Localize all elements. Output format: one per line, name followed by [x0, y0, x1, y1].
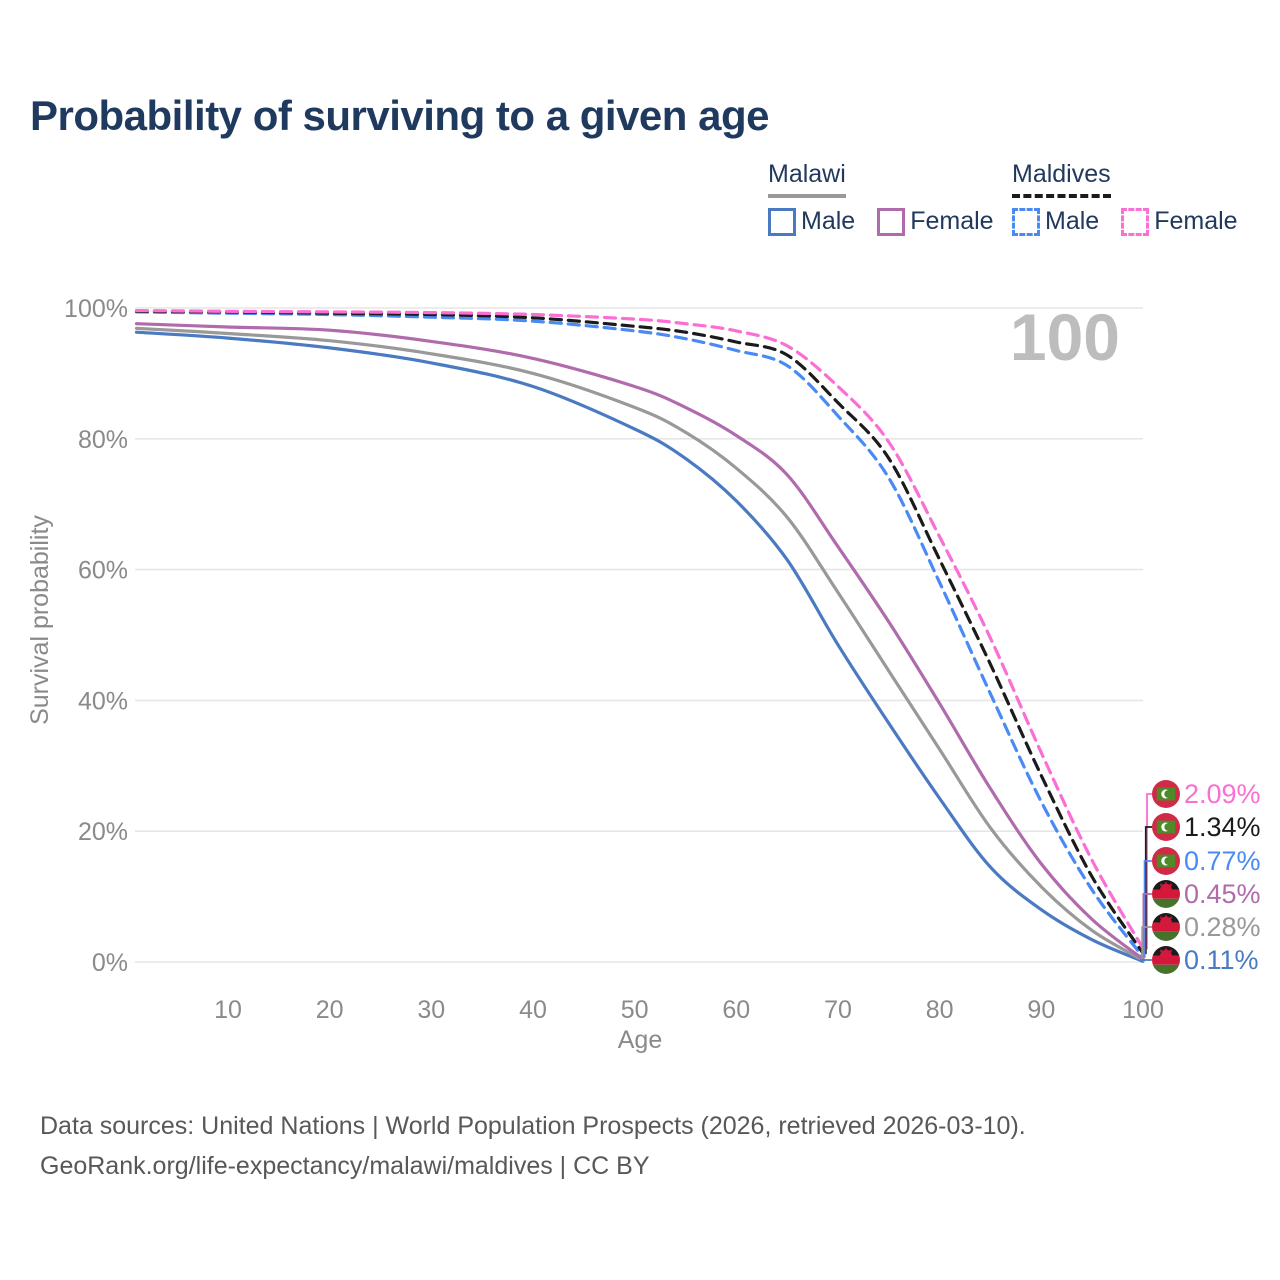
maldives-female-swatch-icon: [1121, 207, 1150, 236]
legend-item-maldives-female[interactable]: Female: [1121, 207, 1238, 236]
footer-data-sources: Data sources: United Nations | World Pop…: [40, 1112, 1026, 1140]
legend-item-label: Male: [1045, 207, 1100, 235]
malawi-male-swatch-icon: [768, 207, 796, 236]
y-tick-label: 100%: [64, 295, 128, 323]
x-tick-label: 60: [722, 996, 750, 1024]
legend: Malawi Male Female Maldives Male: [0, 160, 1280, 250]
malawi-female-swatch-icon: [877, 207, 906, 236]
y-tick-label: 40%: [78, 687, 128, 715]
end-label-malawi-female: 0.45%: [1142, 879, 1261, 960]
maldives-flag-icon: [1152, 847, 1180, 875]
legend-group-maldives: Maldives Male Female: [1012, 160, 1238, 236]
curve-malawi-female: [134, 322, 1145, 961]
y-tick-label: 0%: [92, 949, 128, 977]
legend-title-malawi[interactable]: Malawi: [768, 160, 846, 198]
maldives-flag-icon: [1152, 813, 1180, 841]
x-tick-label: 20: [316, 996, 344, 1024]
footer: Data sources: United Nations | World Pop…: [40, 1106, 1026, 1186]
y-tick-label: 60%: [78, 557, 128, 585]
x-tick-label: 10: [214, 996, 242, 1024]
legend-item-malawi-male[interactable]: Male: [768, 207, 855, 236]
x-tick-label: 90: [1027, 996, 1055, 1024]
curve-malawi-male: [134, 330, 1145, 963]
y-tick-label: 20%: [78, 818, 128, 846]
malawi-flag-icon: [1152, 913, 1180, 941]
end-label-malawi-both-sexes: 0.28%: [1141, 912, 1261, 962]
x-tick-label: 50: [621, 996, 649, 1024]
legend-item-maldives-male[interactable]: Male: [1012, 207, 1099, 236]
end-label-value: 0.28%: [1184, 912, 1261, 942]
curve-maldives-both-sexes: [134, 309, 1145, 955]
legend-item-label: Female: [1154, 207, 1238, 235]
end-label-maldives-male: 0.77%: [1143, 846, 1261, 958]
page-title: Probability of surviving to a given age: [30, 92, 769, 139]
x-tick-label: 30: [417, 996, 445, 1024]
end-label-value: 0.77%: [1184, 846, 1261, 876]
legend-item-label: Male: [801, 207, 856, 235]
curve-maldives-male: [134, 310, 1145, 959]
end-label-malawi-male: 0.11%: [1140, 945, 1259, 975]
end-label-value: 0.45%: [1184, 879, 1261, 909]
y-axis-title: Survival probability: [26, 515, 54, 725]
legend-items-malawi: Male Female: [768, 207, 994, 236]
age-counter-watermark: 100: [1010, 300, 1120, 374]
x-tick-label: 80: [926, 996, 954, 1024]
curve-maldives-female: [134, 309, 1145, 950]
legend-item-malawi-female[interactable]: Female: [877, 207, 994, 236]
end-label-maldives-female: 2.09%: [1143, 779, 1261, 950]
footer-attribution: GeoRank.org/life-expectancy/malawi/maldi…: [40, 1152, 650, 1180]
legend-group-malawi: Malawi Male Female: [768, 160, 994, 236]
end-label-value: 1.34%: [1184, 812, 1261, 842]
x-tick-label: 70: [824, 996, 852, 1024]
legend-item-label: Female: [910, 207, 994, 235]
legend-items-maldives: Male Female: [1012, 207, 1238, 236]
y-tick-label: 80%: [78, 426, 128, 454]
legend-title-maldives[interactable]: Maldives: [1012, 160, 1111, 198]
curve-layer: [134, 309, 1145, 963]
x-tick-label: 100: [1122, 996, 1164, 1024]
maldives-flag-icon: [1152, 780, 1180, 808]
end-label-value: 2.09%: [1184, 779, 1261, 809]
malawi-flag-icon: [1152, 880, 1180, 908]
x-axis-title: Age: [618, 1026, 662, 1054]
curve-malawi-both-sexes: [134, 326, 1145, 962]
x-tick-label: 40: [519, 996, 547, 1024]
end-label-value: 0.11%: [1184, 945, 1259, 975]
leader-line: [1140, 959, 1152, 963]
malawi-flag-icon: [1152, 946, 1180, 974]
end-label-layer: 2.09%1.34% 0.77%0.45%0.28%0.11%: [1140, 779, 1261, 975]
grid-layer: 0% 20% 40% 60% 80% 100% 10 20 30 40 50 60 70 80 90 100: [64, 295, 1164, 1024]
maldives-male-swatch-icon: [1012, 207, 1040, 236]
